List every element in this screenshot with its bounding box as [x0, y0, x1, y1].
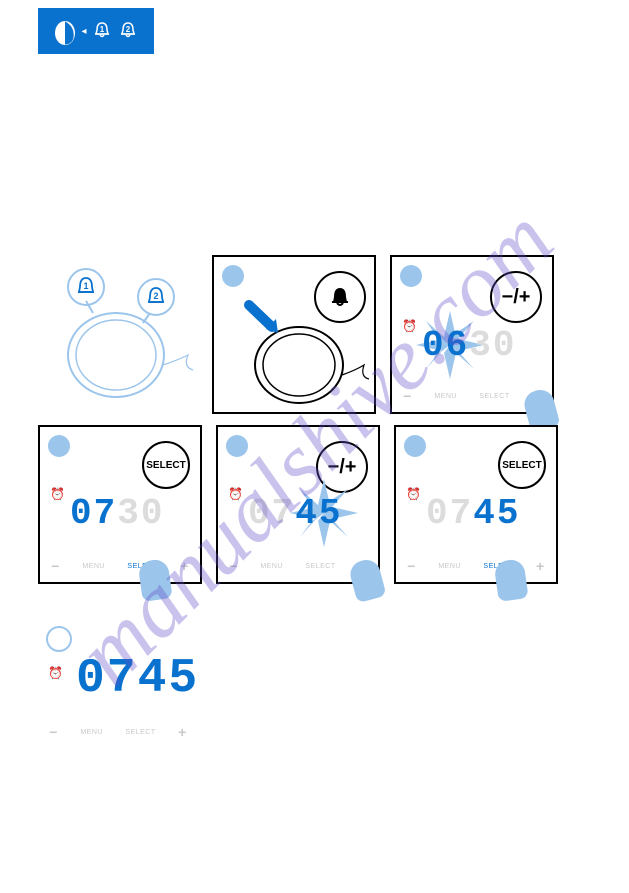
svg-text:2: 2	[125, 25, 130, 34]
final-time-display: 0745	[76, 652, 199, 706]
hours-display: 07	[248, 493, 295, 534]
result-panel: ⏰ 0745 − MENU SELECT +	[38, 618, 198, 738]
plus-label: +	[536, 558, 545, 574]
step-indicator	[404, 435, 426, 457]
menu-label: MENU	[438, 563, 461, 570]
svg-text:2: 2	[153, 291, 158, 301]
alarm-indicator-icon: ⏰	[50, 487, 65, 501]
minutes-display: 30	[469, 325, 516, 366]
arrow-indicator: ◂	[81, 26, 86, 37]
select-label: SELECT	[479, 393, 509, 400]
minus-label: −	[229, 558, 238, 574]
hours-display: 07	[426, 493, 473, 534]
panel-2-press-device	[212, 255, 376, 414]
finger-press-icon	[347, 557, 386, 603]
select-label: SELECT	[305, 563, 335, 570]
header-badge: ◂ 1 2	[38, 8, 154, 54]
instruction-row-2: SELECT ⏰ 0730 − MENU SELECT + −/+ ⏰	[38, 425, 558, 584]
menu-label: MENU	[434, 393, 457, 400]
alarm1-icon: 1	[91, 20, 113, 42]
alarm-indicator-icon: ⏰	[406, 487, 421, 501]
step-indicator	[400, 265, 422, 287]
minutes-display: 45	[473, 493, 520, 534]
minus-label: −	[51, 558, 60, 574]
svg-text:1: 1	[83, 281, 88, 291]
plus-label: +	[178, 724, 187, 740]
minutes-display: 45	[295, 493, 342, 534]
step-indicator	[48, 435, 70, 457]
plus-label: +	[180, 558, 189, 574]
minus-label: −	[403, 388, 412, 404]
menu-label: MENU	[260, 563, 283, 570]
select-label: SELECT	[125, 729, 155, 736]
bell-icon	[327, 284, 353, 310]
alarm-indicator-icon: ⏰	[48, 666, 63, 680]
panel-4-confirm-hours: SELECT ⏰ 0730 − MENU SELECT +	[38, 425, 202, 584]
device-egg-icon	[53, 16, 77, 46]
lcd-menu-bar: − MENU SELECT +	[396, 558, 556, 574]
hours-display: 07	[70, 493, 117, 534]
panel-5-set-minutes: −/+ ⏰ 0745 − MENU SELECT +	[216, 425, 380, 584]
result-step-indicator	[46, 626, 72, 652]
panel-6-confirm-minutes: SELECT ⏰ 0745 − MENU SELECT +	[394, 425, 558, 584]
lcd-menu-bar: − MENU SELECT +	[38, 724, 198, 740]
hours-display: 06	[422, 325, 469, 366]
menu-label: MENU	[82, 563, 105, 570]
select-button[interactable]: SELECT	[498, 441, 546, 489]
minus-label: −	[407, 558, 416, 574]
alarm-bell-button[interactable]	[314, 271, 366, 323]
instruction-row-1: 1 2 −/+	[38, 255, 554, 414]
select-button[interactable]: SELECT	[142, 441, 190, 489]
alarm-indicator-icon: ⏰	[228, 487, 243, 501]
alarm2-icon: 2	[117, 20, 139, 42]
minus-label: −	[49, 724, 58, 740]
panel-1-device-overview: 1 2	[38, 255, 198, 410]
svg-text:1: 1	[99, 25, 104, 34]
panel-3-set-hours: −/+ ⏰ 0630 − MENU SELECT +	[390, 255, 554, 414]
menu-label: MENU	[80, 729, 103, 736]
plus-minus-button[interactable]: −/+	[490, 271, 542, 323]
step-indicator	[226, 435, 248, 457]
lcd-menu-bar: − MENU SELECT +	[40, 558, 200, 574]
minutes-display: 30	[117, 493, 164, 534]
